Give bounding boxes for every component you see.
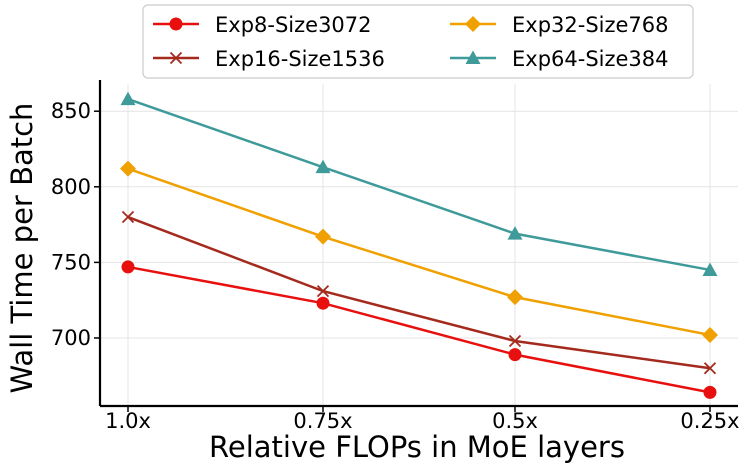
x-axis-label: Relative FLOPs in MoE layers bbox=[209, 430, 625, 464]
legend-label: Exp16-Size1536 bbox=[215, 47, 385, 71]
series-layer bbox=[120, 91, 718, 399]
data-point bbox=[703, 362, 717, 375]
data-point bbox=[316, 296, 330, 310]
legend-marker bbox=[169, 51, 183, 65]
tick-labels: 700 750 800 850 1.0x 0.75x 0.5x 0.25x bbox=[51, 99, 740, 433]
data-point bbox=[120, 160, 136, 177]
data-point bbox=[316, 284, 330, 298]
series-line bbox=[127, 265, 711, 394]
legend-label: Exp32-Size768 bbox=[512, 13, 669, 37]
data-point bbox=[508, 348, 522, 362]
series-exp32-size768 bbox=[120, 160, 718, 343]
y-tick-label: 850 bbox=[51, 99, 91, 123]
legend-marker bbox=[169, 17, 183, 31]
legend-marker bbox=[465, 16, 481, 32]
x-tick-label: 0.25x bbox=[680, 409, 739, 433]
series-exp8-size3072 bbox=[121, 260, 717, 399]
legend-item: Exp8-Size3072 bbox=[153, 13, 372, 37]
data-point bbox=[315, 228, 331, 245]
legend-marker bbox=[465, 50, 481, 64]
y-axis-label: Wall Time per Batch bbox=[5, 103, 39, 394]
x-tick-label: 0.5x bbox=[492, 409, 538, 433]
axes bbox=[94, 80, 738, 412]
series-exp16-size1536 bbox=[121, 210, 717, 375]
legend-item: Exp64-Size384 bbox=[450, 47, 669, 71]
data-point bbox=[507, 289, 523, 306]
data-point bbox=[507, 226, 523, 240]
legend: Exp8-Size3072 Exp16-Size1536 Exp32-Size768… bbox=[142, 4, 694, 79]
data-point bbox=[702, 326, 718, 343]
data-point bbox=[120, 91, 136, 106]
series-line bbox=[127, 215, 711, 370]
data-point bbox=[702, 262, 718, 276]
y-tick-label: 750 bbox=[51, 250, 91, 274]
series-line bbox=[127, 167, 711, 337]
data-point bbox=[315, 159, 331, 174]
legend-label: Exp8-Size3072 bbox=[215, 13, 372, 37]
series-exp64-size384 bbox=[120, 91, 718, 276]
data-point bbox=[508, 334, 522, 348]
data-point bbox=[121, 210, 135, 224]
x-tick-label: 0.75x bbox=[293, 409, 352, 433]
x-tick-label: 1.0x bbox=[105, 409, 151, 433]
y-tick-label: 700 bbox=[51, 326, 91, 350]
y-tick-label: 800 bbox=[51, 175, 91, 199]
legend-label: Exp64-Size384 bbox=[512, 47, 669, 71]
series-line bbox=[127, 97, 711, 272]
legend-item: Exp16-Size1536 bbox=[153, 47, 385, 71]
data-point bbox=[121, 260, 135, 274]
data-point bbox=[703, 385, 717, 399]
grid bbox=[100, 84, 738, 406]
legend-item: Exp32-Size768 bbox=[450, 13, 669, 37]
legend-frame bbox=[142, 4, 694, 79]
